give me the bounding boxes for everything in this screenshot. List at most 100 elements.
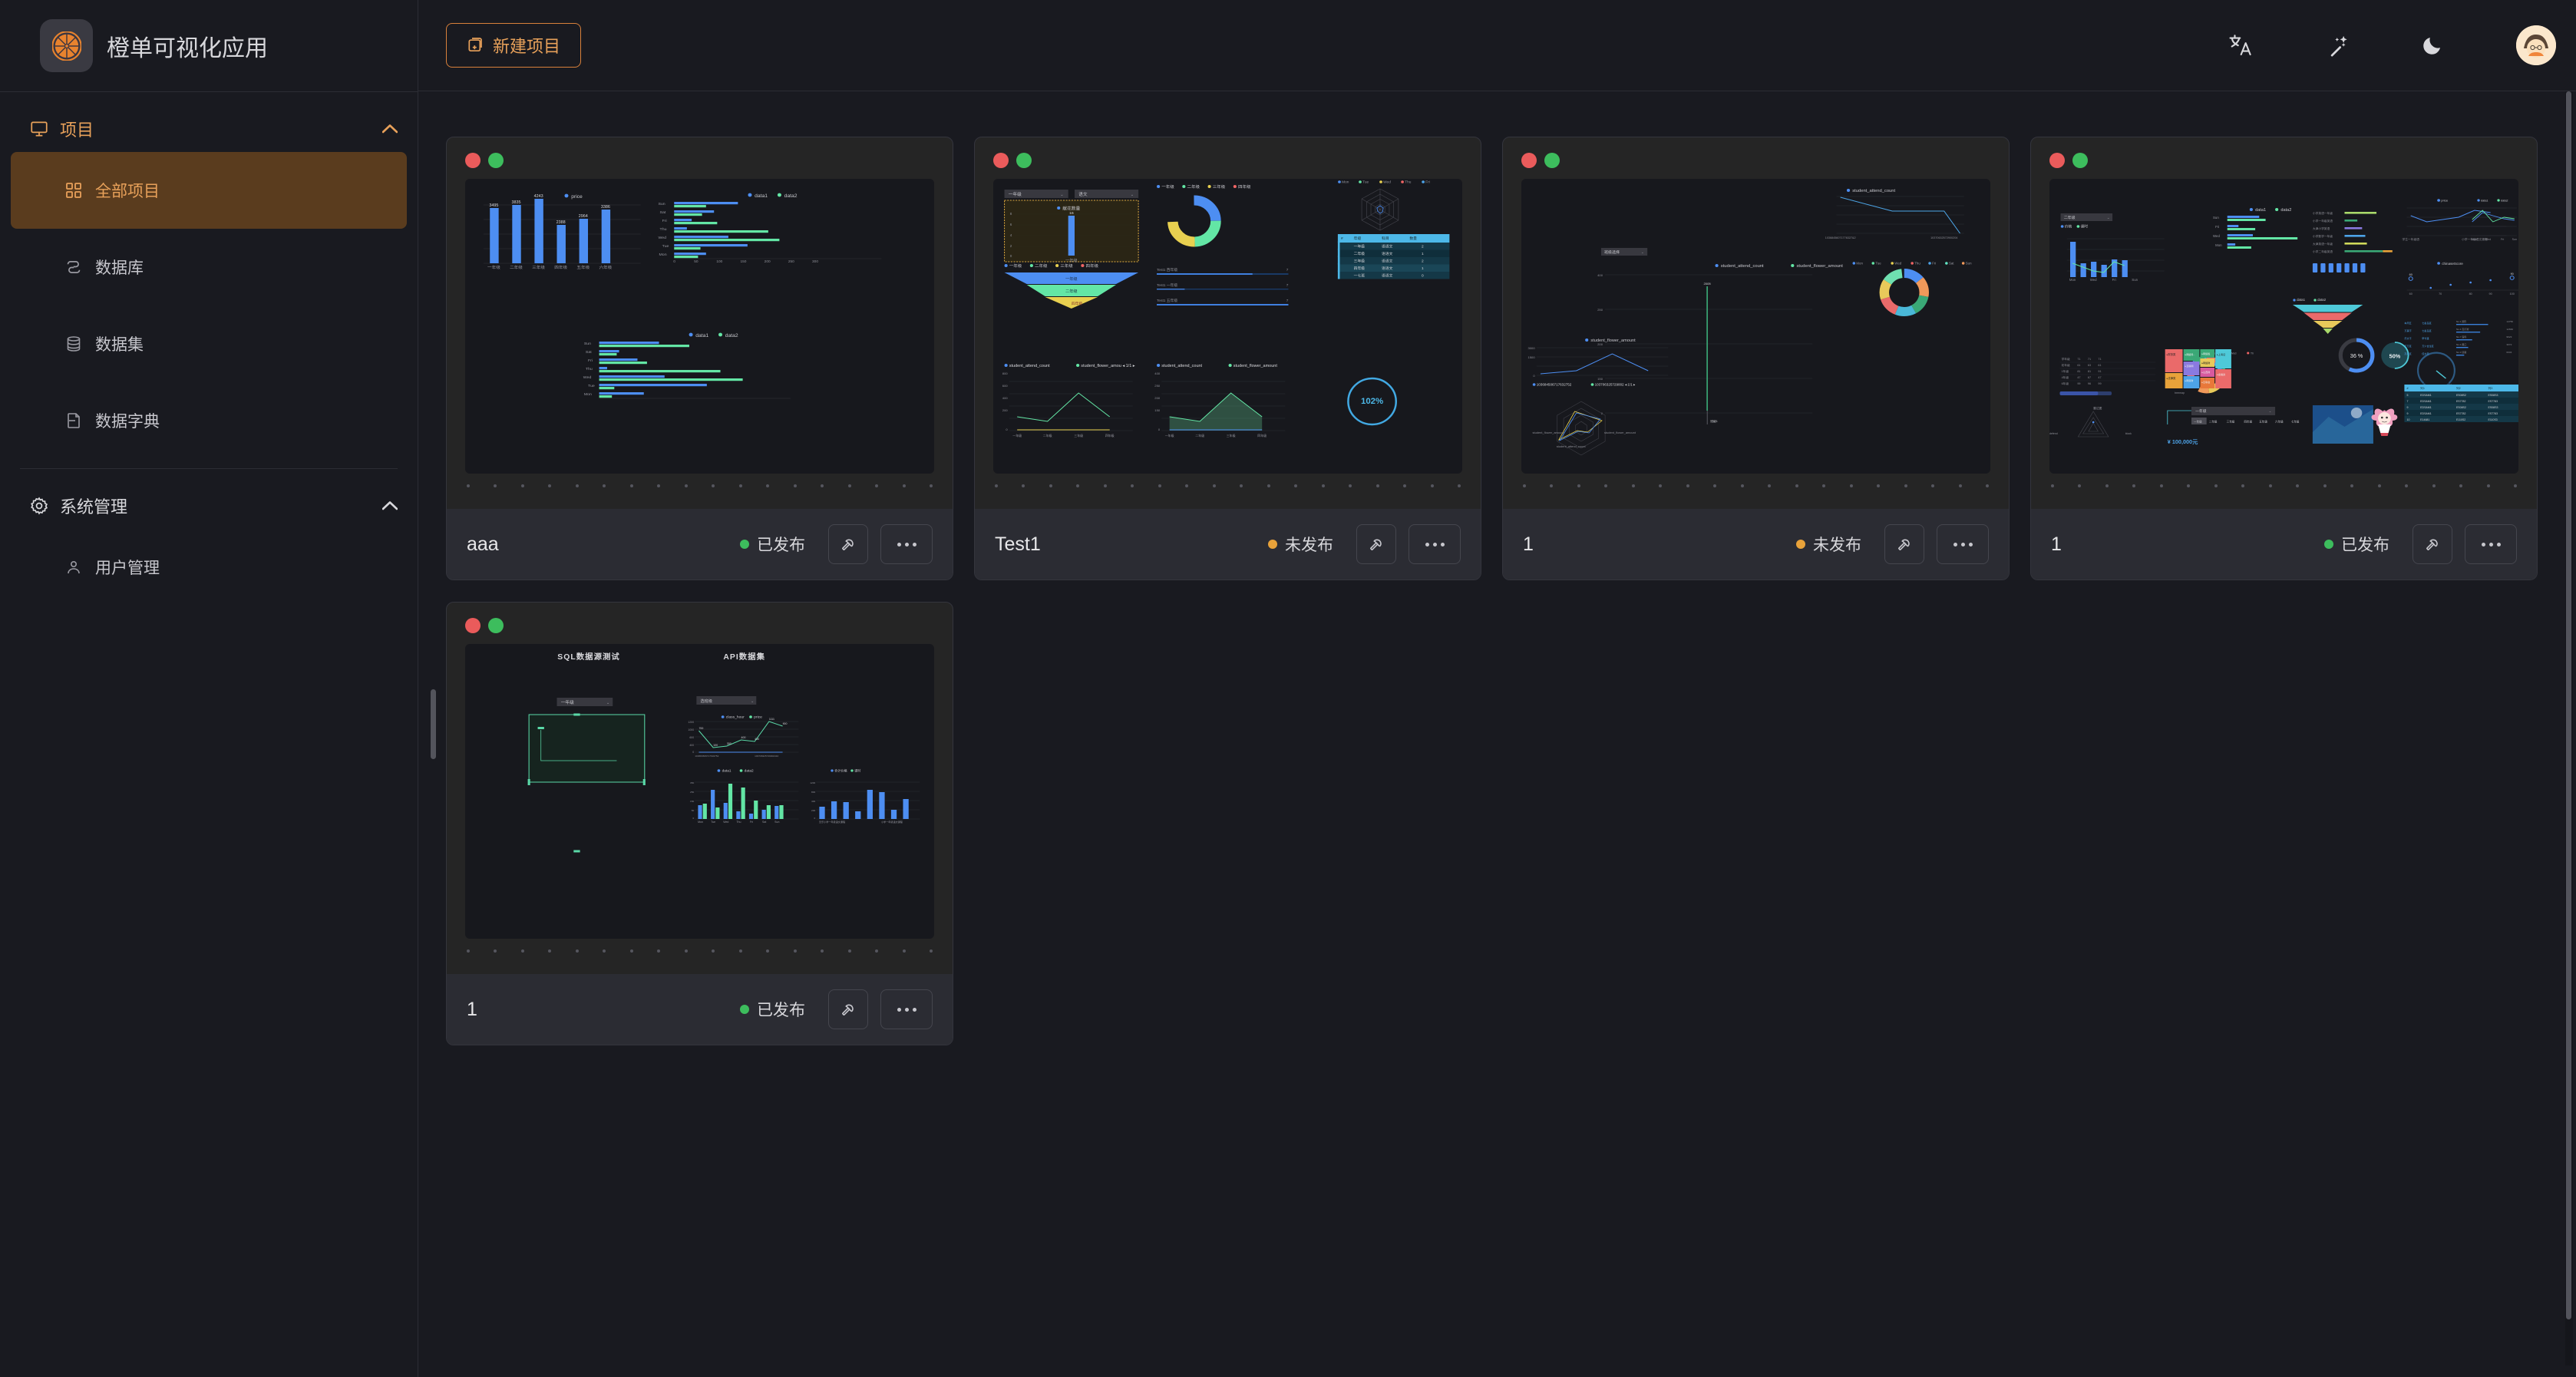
svg-text:三年级: 三年级 bbox=[1354, 259, 1366, 264]
svg-text:Test1 一年级: Test1 一年级 bbox=[1157, 282, 1177, 288]
svg-text:No.7: No.7 bbox=[2456, 335, 2462, 338]
svg-text:Sat: Sat bbox=[586, 350, 592, 355]
svg-text:1000: 1000 bbox=[688, 728, 694, 731]
svg-text:万万区: 万万区 bbox=[2404, 345, 2411, 348]
svg-text:五年级: 五年级 bbox=[2259, 420, 2267, 424]
svg-text:列2: 列2 bbox=[2456, 386, 2461, 390]
svg-text:600: 600 bbox=[1002, 384, 1009, 388]
svg-text:Fri: Fri bbox=[2215, 225, 2219, 229]
svg-text:400: 400 bbox=[1002, 396, 1009, 400]
svg-text:Wed: Wed bbox=[2485, 238, 2491, 241]
svg-text:▸法律类: ▸法律类 bbox=[2167, 376, 2176, 380]
svg-text:▸互联金: ▸互联金 bbox=[2201, 380, 2210, 384]
svg-text:12660: 12660 bbox=[2506, 328, 2513, 331]
svg-text:91: 91 bbox=[2098, 370, 2101, 373]
svg-text:Mon: Mon bbox=[1342, 180, 1349, 184]
svg-text:一七班: 一七班 bbox=[1354, 273, 1366, 279]
svg-text:二年级: 二年级 bbox=[2064, 215, 2076, 220]
svg-text:50: 50 bbox=[694, 259, 698, 263]
svg-text:班级1: 班级1 bbox=[1710, 419, 1718, 423]
svg-text:三年级: 三年级 bbox=[1074, 434, 1083, 438]
svg-text:7: 7 bbox=[1286, 268, 1289, 272]
svg-text:SQL数据源测试: SQL数据源测试 bbox=[557, 652, 620, 662]
svg-text:Mon: Mon bbox=[1856, 261, 1863, 265]
svg-text:雷达图: 雷达图 bbox=[2093, 406, 2102, 410]
svg-text:▸网络板: ▸网络板 bbox=[2201, 352, 2210, 355]
svg-text:四年级: 四年级 bbox=[1072, 301, 1083, 306]
svg-text:初年级: 初年级 bbox=[2062, 363, 2071, 367]
svg-text:Mon: Mon bbox=[659, 253, 667, 257]
svg-text:400: 400 bbox=[1154, 371, 1161, 375]
svg-text:data2: data2 bbox=[784, 193, 798, 199]
svg-text:data2: data2 bbox=[2501, 200, 2508, 203]
svg-text:Mon: Mon bbox=[584, 392, 592, 397]
svg-text:250: 250 bbox=[1597, 308, 1603, 312]
svg-text:99: 99 bbox=[2077, 382, 2080, 385]
svg-text:四年级: 四年级 bbox=[1238, 183, 1251, 190]
svg-text:语语文: 语语文 bbox=[1382, 244, 1393, 249]
svg-text:6034: 6034 bbox=[2506, 351, 2512, 354]
svg-text:2005: 2005 bbox=[1704, 282, 1712, 286]
svg-text:data1: data1 bbox=[2255, 208, 2266, 213]
svg-text:4年级: 4年级 bbox=[2062, 375, 2069, 379]
svg-text:二年级: 二年级 bbox=[1195, 434, 1204, 438]
svg-text:Fri: Fri bbox=[2112, 278, 2116, 282]
svg-text:103684506717632752: 103684506717632752 bbox=[695, 755, 718, 758]
svg-text:100: 100 bbox=[713, 744, 718, 747]
svg-text:Wed: Wed bbox=[583, 375, 592, 380]
svg-text:2964: 2964 bbox=[579, 214, 588, 219]
svg-text:1: 1 bbox=[1422, 266, 1424, 270]
svg-text:大津小学英语: 大津小学英语 bbox=[2313, 226, 2330, 230]
svg-text:Thu: Thu bbox=[1914, 261, 1920, 265]
svg-text:二年级: 二年级 bbox=[1035, 263, 1048, 269]
svg-text:data2: data2 bbox=[745, 769, 754, 773]
svg-text:36 %: 36 % bbox=[2350, 353, 2363, 359]
svg-text:Sun: Sun bbox=[2512, 238, 2517, 241]
svg-text:语文: 语文 bbox=[1078, 191, 1088, 197]
svg-text:佳文苏: 佳文苏 bbox=[2422, 352, 2429, 355]
svg-text:一年级: 一年级 bbox=[487, 264, 500, 270]
svg-text:data1: data1 bbox=[755, 193, 768, 199]
svg-text:班级选择: 班级选择 bbox=[1604, 249, 1620, 255]
svg-text:▸金融资: ▸金融资 bbox=[2217, 372, 2225, 376]
svg-text:⌄: ⌄ bbox=[2107, 216, 2110, 220]
svg-text:student_flower_amount: student_flower_amount bbox=[1604, 431, 1636, 434]
svg-text:2: 2 bbox=[1422, 259, 1424, 263]
svg-text:EDSAM1: EDSAM1 bbox=[2420, 394, 2432, 397]
svg-text:四年级: 四年级 bbox=[554, 264, 567, 270]
svg-text:一年级: 一年级 bbox=[2195, 408, 2207, 414]
svg-text:1200: 1200 bbox=[688, 721, 694, 724]
svg-text:9: 9 bbox=[2407, 412, 2409, 415]
svg-text:课时: 课时 bbox=[2081, 223, 2089, 229]
svg-text:800: 800 bbox=[811, 791, 815, 794]
svg-text:Mon: Mon bbox=[2472, 238, 2477, 241]
svg-text:150: 150 bbox=[690, 800, 694, 803]
svg-text:Sun: Sun bbox=[2213, 216, 2219, 220]
svg-text:Test1 五年级: Test1 五年级 bbox=[1157, 298, 1177, 303]
svg-text:50: 50 bbox=[692, 809, 695, 812]
svg-text:价格: 价格 bbox=[2065, 223, 2072, 229]
svg-text:data1: data1 bbox=[722, 769, 732, 773]
svg-text:student_flower_amount: student_flower_amount bbox=[1796, 264, 1843, 269]
svg-text:14756: 14756 bbox=[2506, 320, 2513, 323]
svg-text:250: 250 bbox=[788, 259, 794, 263]
svg-text:Fri: Fri bbox=[588, 358, 593, 363]
svg-text:200: 200 bbox=[1002, 408, 1009, 412]
svg-text:150: 150 bbox=[1154, 408, 1161, 412]
svg-text:三年级: 三年级 bbox=[1213, 183, 1226, 190]
svg-text:0: 0 bbox=[1422, 274, 1424, 278]
svg-text:小学英语一年级: 小学英语一年级 bbox=[2313, 211, 2333, 215]
svg-text:¥ 100,000元: ¥ 100,000元 bbox=[2168, 439, 2198, 445]
svg-text:二年级: 二年级 bbox=[1065, 289, 1078, 294]
svg-text:No.4: No.4 bbox=[2456, 328, 2462, 331]
svg-text:student_flower_amou ◂ 1/1 ▸: student_flower_amou ◂ 1/1 ▸ bbox=[1081, 364, 1135, 368]
svg-text:4243: 4243 bbox=[534, 194, 543, 199]
svg-text:高永区: 高永区 bbox=[2404, 352, 2411, 355]
svg-text:data1: data1 bbox=[2481, 200, 2488, 203]
svg-text:Wed: Wed bbox=[1383, 180, 1391, 184]
svg-text:Sat: Sat bbox=[1949, 261, 1954, 265]
svg-text:一年级: 一年级 bbox=[1354, 244, 1366, 249]
svg-text:1: 1 bbox=[1422, 252, 1424, 256]
svg-text:50%: 50% bbox=[2389, 354, 2401, 360]
svg-text:Wed: Wed bbox=[2231, 352, 2237, 355]
